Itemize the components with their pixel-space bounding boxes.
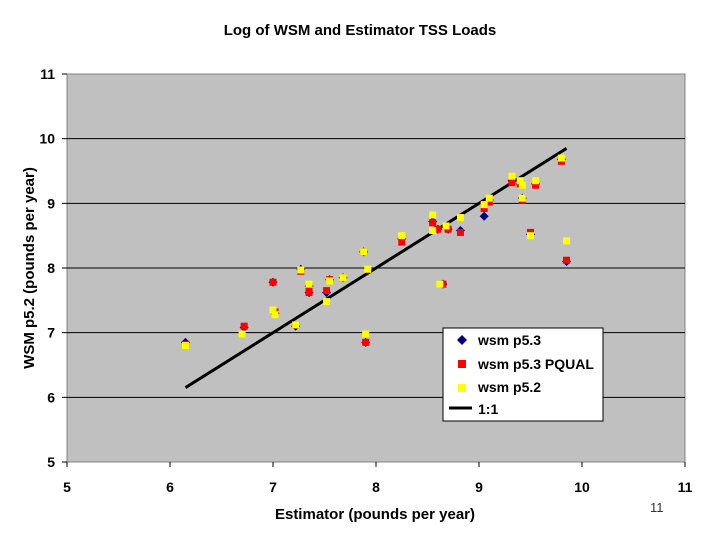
- y-tick-label-8: 8: [47, 260, 55, 276]
- legend-marker-wsm-p5-3: [457, 335, 467, 345]
- point-series1-1: [240, 322, 248, 330]
- y-axis: 5 6 7 8 9 10 11: [39, 66, 67, 470]
- point-series2-9: [339, 274, 347, 282]
- point-series2-11: [364, 265, 372, 273]
- point-series1-25: [532, 181, 540, 189]
- point-series2-4: [292, 321, 300, 329]
- x-tick-label-10: 10: [574, 479, 590, 495]
- point-series1-20: [485, 198, 493, 206]
- legend-box: [442, 327, 604, 422]
- point-series2-27: [557, 154, 565, 162]
- point-series1-21: [508, 179, 516, 187]
- y-tick-label-9: 9: [47, 195, 55, 211]
- point-series2-5: [297, 266, 305, 274]
- point-series2-24: [518, 194, 526, 202]
- y-axis-title: WSM p5.2 (pounds per year): [21, 167, 38, 369]
- legend-marker-wsm-p5-2: [458, 384, 466, 392]
- point-series2-21: [508, 172, 516, 180]
- x-tick-label-9: 9: [475, 479, 483, 495]
- point-series1-8: [323, 287, 331, 295]
- x-axis-title: Estimator (pounds per year): [275, 506, 475, 523]
- point-series2-19: [480, 201, 488, 209]
- x-axis: 5 6 7 8 9 10 11: [63, 462, 693, 495]
- x-tick-label-11: 11: [678, 479, 693, 495]
- y-tick-label-11: 11: [40, 66, 55, 82]
- y-tick-label-7: 7: [47, 325, 55, 341]
- y-tick-label-10: 10: [39, 131, 55, 147]
- point-series1-19: [480, 205, 488, 213]
- point-series2-2: [269, 306, 277, 314]
- y-tick-label-5: 5: [47, 454, 55, 470]
- point-series1-2: [269, 278, 277, 286]
- point-series1-15: [434, 225, 442, 233]
- point-series2-3: [271, 311, 279, 319]
- legend: wsm p5.3 wsm p5.3 PQUAL wsm p5.2 1:1: [442, 327, 604, 422]
- point-series2-16: [436, 280, 444, 288]
- y-tick-label-6: 6: [47, 389, 55, 405]
- x-tick-label-5: 5: [63, 479, 71, 495]
- x-tick-label-8: 8: [372, 479, 380, 495]
- legend-marker-wsm-p5-3-pqual: [458, 360, 466, 368]
- point-series1-12: [362, 338, 370, 346]
- point-series2-1: [238, 330, 246, 338]
- point-series2-0: [181, 342, 189, 350]
- point-series2-14: [429, 211, 437, 219]
- legend-label-wsm-p5-3-pqual: wsm p5.3 PQUAL: [477, 356, 594, 372]
- one-to-one-line: [184, 147, 568, 389]
- point-series2-15: [429, 226, 437, 234]
- data-points: [180, 154, 572, 350]
- point-series1-6: [305, 289, 313, 297]
- legend-label-wsm-p5-2: wsm p5.2: [477, 379, 541, 395]
- point-series2-6: [305, 280, 313, 288]
- chart-title: Log of WSM and Estimator TSS Loads: [224, 22, 497, 39]
- legend-label-one-to-one: 1:1: [478, 401, 498, 417]
- series-2: [181, 154, 571, 350]
- point-series2-13: [398, 232, 406, 240]
- point-series2-17: [442, 222, 450, 230]
- point-series2-8: [326, 277, 334, 285]
- one-to-one-line-path: [184, 147, 568, 389]
- point-series2-20: [485, 194, 493, 202]
- point-series2-12: [360, 248, 368, 256]
- point-series2-18: [456, 214, 464, 222]
- point-series2-28: [563, 237, 571, 245]
- legend-label-wsm-p5-3: wsm p5.3: [477, 332, 541, 348]
- point-series1-13: [398, 238, 406, 246]
- x-tick-label-7: 7: [269, 479, 277, 495]
- point-series0-19: [479, 211, 489, 221]
- point-series2-22: [516, 177, 524, 185]
- point-series2-7: [323, 298, 331, 306]
- point-series1-14: [429, 219, 437, 227]
- point-series2-26: [532, 177, 540, 185]
- slide-number: 11: [650, 500, 664, 515]
- point-series2-25: [527, 232, 534, 240]
- point-series2-10: [362, 330, 370, 338]
- point-series2-23: [518, 181, 526, 189]
- x-tick-label-6: 6: [166, 479, 174, 495]
- point-series1-27: [563, 256, 571, 264]
- point-series1-18: [456, 228, 464, 236]
